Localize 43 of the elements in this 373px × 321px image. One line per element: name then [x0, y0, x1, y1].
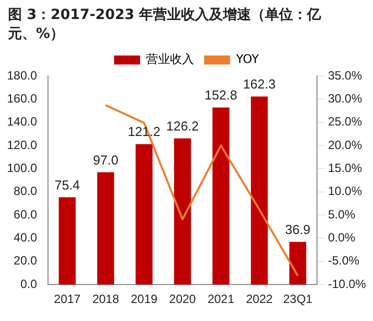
y-tick-label: 180.0: [7, 68, 38, 82]
x-tick-label: 2020: [169, 292, 196, 306]
data-label: 162.3: [243, 76, 276, 92]
bar: [212, 108, 230, 285]
bar: [136, 144, 153, 285]
legend-label: YOY: [235, 52, 260, 66]
y-tick-label: 60.0: [14, 207, 38, 222]
bar: [174, 138, 191, 285]
y2-tick-label: 0.0%: [328, 230, 356, 245]
x-tick-label: 2018: [92, 292, 120, 306]
y-tick-label: 100.0: [7, 161, 38, 176]
legend-label: 营业收入: [146, 52, 194, 66]
y2-tick-label: 20.0%: [328, 138, 362, 152]
bar: [250, 96, 268, 285]
x-tick-label: 23Q1: [283, 292, 313, 306]
y2-tick-label: 30.0%: [328, 91, 362, 106]
y-tick-label: 40.0: [14, 230, 38, 245]
x-tick-label: 2022: [246, 292, 274, 306]
y2-tick-label: 15.0%: [328, 161, 362, 176]
y-tick-label: 120.0: [7, 138, 38, 152]
y2-tick-label: -10.0%: [328, 276, 366, 291]
data-label: 126.2: [166, 118, 199, 134]
data-label: 75.4: [54, 177, 80, 192]
bar: [97, 172, 114, 285]
y-tick-label: 160.0: [7, 91, 38, 106]
y-tick-label: 140.0: [7, 114, 38, 129]
data-label: 36.9: [285, 222, 310, 237]
data-label: 152.8: [204, 88, 238, 103]
data-label: 97.0: [93, 152, 118, 168]
chart-title: 图 3：2017-2023 年营业收入及增速（单位：亿元、%）: [7, 6, 322, 44]
x-tick-label: 2019: [130, 292, 158, 306]
x-tick-label: 2017: [54, 292, 81, 306]
y-tick-label: 20.0: [14, 254, 38, 268]
y2-tick-label: 35.0%: [328, 68, 362, 82]
y2-tick-label: 5.0%: [328, 207, 356, 222]
y2-tick-label: -5.0%: [328, 254, 360, 268]
y-tick-label: 80.0: [14, 184, 38, 198]
y-tick-label: 0.0: [20, 276, 38, 291]
y2-tick-label: 25.0%: [328, 114, 362, 129]
bar: [58, 197, 76, 285]
y2-tick-label: 10.0%: [328, 184, 362, 198]
x-tick-label: 2021: [208, 292, 235, 306]
bar: [289, 242, 306, 285]
